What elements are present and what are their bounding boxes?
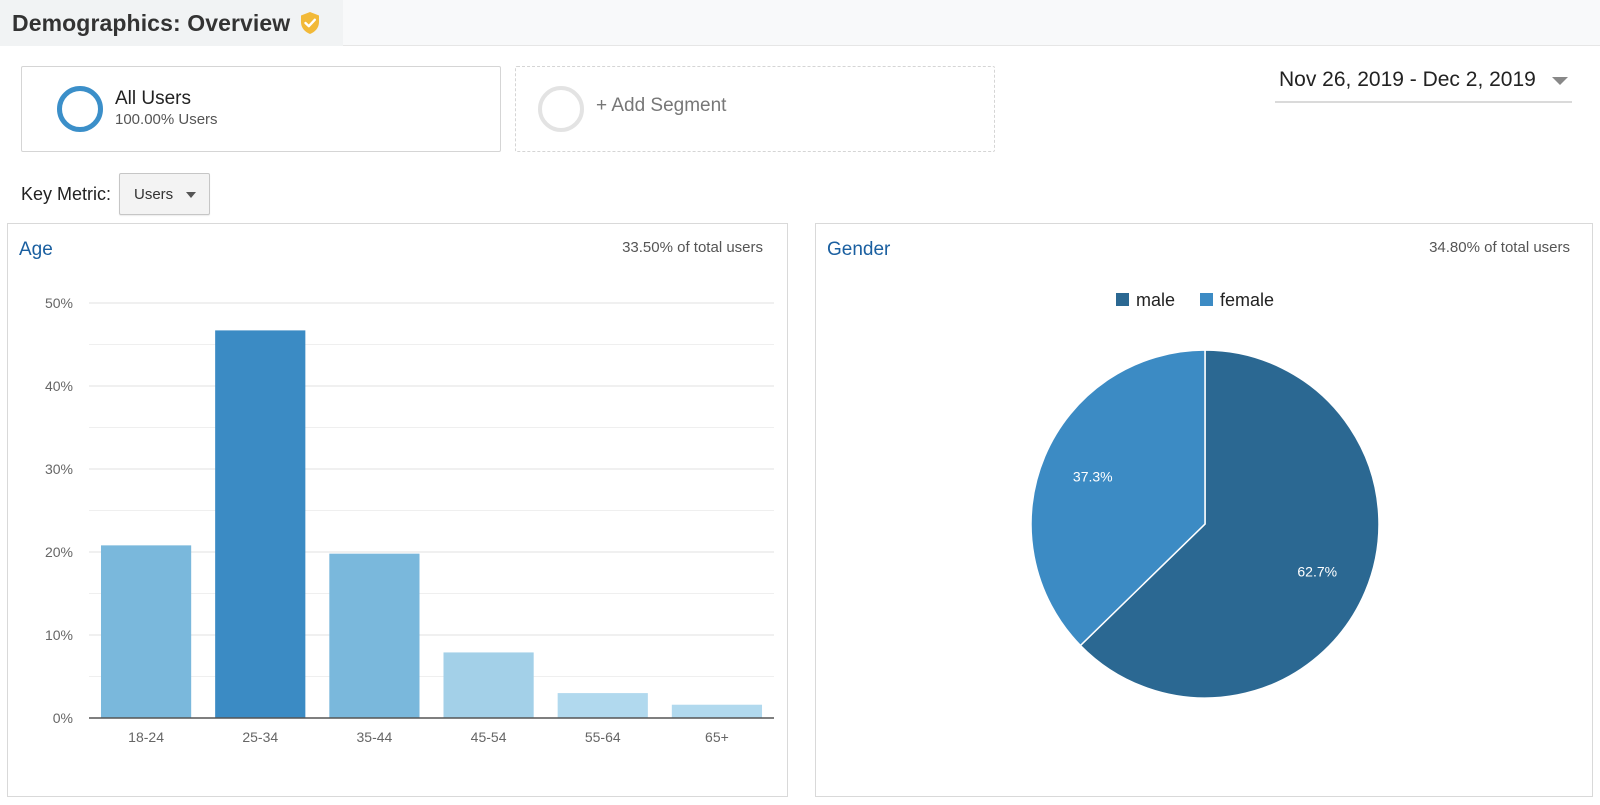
gender-total-share: 34.80% of total users	[1429, 239, 1570, 256]
y-tick-label: 0%	[53, 710, 73, 726]
legend-label-female[interactable]: female	[1220, 290, 1274, 310]
x-tick-label: 25-34	[242, 729, 278, 745]
segment-name: All Users	[115, 88, 192, 109]
pie-slice-female[interactable]	[1030, 349, 1206, 647]
pie-slice-male[interactable]	[1079, 349, 1380, 699]
age-total-share: 33.50% of total users	[622, 239, 763, 256]
legend-swatch-female	[1200, 293, 1213, 306]
report-header-bar: Demographics: Overview	[0, 0, 1600, 46]
age-bar-18-24[interactable]	[100, 545, 192, 718]
age-panel-title[interactable]: Age	[19, 239, 53, 260]
y-tick-label: 40%	[45, 378, 73, 394]
x-tick-label: 65+	[705, 729, 729, 745]
y-tick-label: 30%	[45, 461, 73, 477]
gender-pie-chart: male female 62.7% 37.3%	[1030, 290, 1380, 699]
y-tick-label: 10%	[45, 627, 73, 643]
pie-label-male: 62.7%	[1297, 563, 1337, 579]
date-range-picker[interactable]: Nov 26, 2019 - Dec 2, 2019	[1275, 68, 1572, 103]
page-title: Demographics: Overview	[12, 9, 291, 36]
empty-segment-circle	[538, 86, 584, 132]
key-metric-label: Key Metric:	[21, 184, 112, 204]
age-bar-35-44[interactable]	[329, 553, 420, 718]
gender-panel: Gender 34.80% of total users male female 6…	[815, 223, 1593, 797]
add-segment-label: + Add Segment	[596, 95, 727, 116]
shield-check-icon	[301, 12, 320, 34]
legend-label-male[interactable]: male	[1136, 290, 1175, 310]
age-bar-65+[interactable]	[671, 704, 763, 718]
x-tick-label: 45-54	[471, 729, 507, 745]
y-tick-label: 20%	[45, 544, 73, 560]
age-bar-chart: 0% 10% 20% 30% 40% 50% 18-24 25-34 35-44 45-54 55-…	[45, 295, 774, 745]
key-metric-value: Users	[134, 186, 174, 203]
caret-down-icon	[1552, 77, 1568, 85]
x-tick-label: 18-24	[128, 729, 164, 745]
segment-percentage: 100.00% Users	[115, 111, 218, 128]
segment-color-circle	[57, 86, 103, 132]
pie-label-female: 37.3%	[1073, 469, 1113, 485]
age-bar-25-34[interactable]	[215, 330, 306, 718]
x-tick-label: 35-44	[357, 729, 393, 745]
gender-panel-title[interactable]: Gender	[827, 239, 891, 260]
y-tick-label: 50%	[45, 295, 73, 311]
age-bar-55-64[interactable]	[557, 693, 648, 718]
caret-down-icon	[186, 192, 196, 198]
date-range-label: Nov 26, 2019 - Dec 2, 2019	[1279, 68, 1536, 91]
legend-swatch-male	[1116, 293, 1129, 306]
page-title-tab: Demographics: Overview	[0, 0, 343, 46]
age-bar-45-54[interactable]	[443, 652, 534, 718]
age-panel: Age 33.50% of total users 0% 10% 20% 30% 40%…	[7, 223, 788, 797]
key-metric-dropdown[interactable]: Users	[119, 173, 210, 215]
x-tick-label: 55-64	[585, 729, 621, 745]
add-segment-button[interactable]: + Add Segment	[515, 66, 995, 152]
segment-all-users[interactable]: All Users 100.00% Users	[21, 66, 501, 152]
